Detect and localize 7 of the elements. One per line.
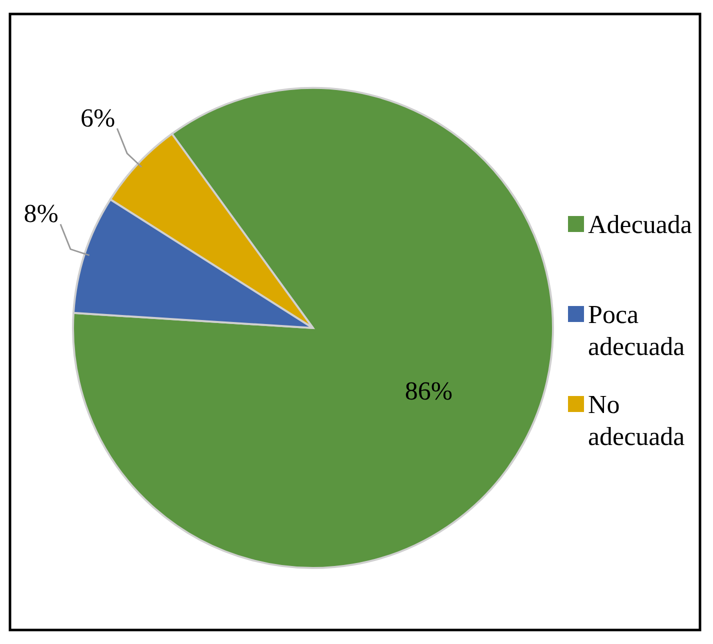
pie-slice [72,87,554,569]
legend-label: Adecuada [588,210,692,239]
data-label: 86% [404,376,453,406]
legend-label: Poca adecuada [588,300,686,361]
data-label: 6% [80,103,116,132]
legend-label: No adecuada [588,390,686,451]
data-label: 8% [24,199,58,228]
